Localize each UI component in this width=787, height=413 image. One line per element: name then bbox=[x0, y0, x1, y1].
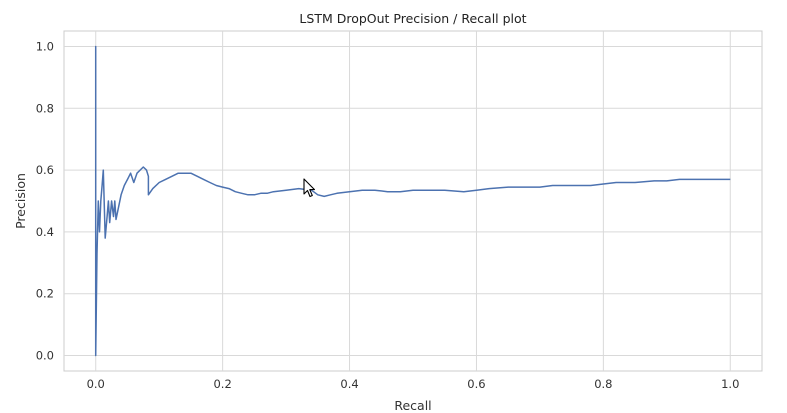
y-tick-label: 0.6 bbox=[36, 163, 54, 177]
grid bbox=[64, 31, 762, 371]
x-tick-label: 1.0 bbox=[721, 377, 739, 391]
x-tick-label: 0.0 bbox=[87, 377, 105, 391]
y-tick-label: 0.2 bbox=[36, 287, 54, 301]
x-tick-label: 0.8 bbox=[594, 377, 612, 391]
x-tick-label: 0.2 bbox=[213, 377, 231, 391]
y-tick-label: 1.0 bbox=[36, 39, 54, 53]
x-tick-label: 0.6 bbox=[467, 377, 485, 391]
y-tick-label: 0.4 bbox=[36, 225, 54, 239]
y-axis-label: Precision bbox=[13, 173, 28, 229]
series-line bbox=[94, 45, 731, 357]
chart-title: LSTM DropOut Precision / Recall plot bbox=[299, 11, 526, 26]
plot-area bbox=[63, 30, 763, 372]
y-tick-label: 0.8 bbox=[36, 101, 54, 115]
series-lines bbox=[94, 45, 731, 357]
y-tick-label: 0.0 bbox=[36, 349, 54, 363]
mouse-cursor-icon bbox=[303, 178, 316, 198]
x-axis-label: Recall bbox=[394, 398, 431, 413]
x-tick-labels: 0.0 0.2 0.4 0.6 0.8 1.0 bbox=[87, 377, 740, 391]
x-tick-label: 0.4 bbox=[340, 377, 358, 391]
y-tick-labels: 0.0 0.2 0.4 0.6 0.8 1.0 bbox=[36, 39, 54, 362]
